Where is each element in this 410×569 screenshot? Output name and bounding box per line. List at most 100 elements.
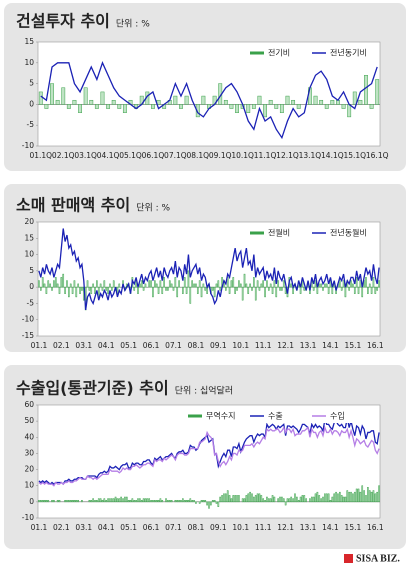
bar bbox=[352, 91, 357, 105]
bar bbox=[103, 498, 106, 503]
bar bbox=[297, 499, 300, 503]
bar bbox=[221, 495, 223, 503]
bar bbox=[151, 104, 155, 109]
bar bbox=[195, 283, 197, 288]
bar bbox=[290, 496, 293, 503]
bar bbox=[247, 493, 250, 503]
bar bbox=[49, 283, 51, 288]
bar bbox=[64, 499, 66, 503]
bar bbox=[90, 286, 93, 294]
bar bbox=[68, 286, 70, 298]
bar bbox=[364, 75, 368, 105]
bar bbox=[215, 283, 218, 288]
bar bbox=[92, 498, 94, 503]
bar bbox=[180, 499, 182, 503]
bar bbox=[191, 280, 193, 288]
bar bbox=[269, 498, 272, 503]
bar bbox=[358, 99, 363, 105]
bar bbox=[44, 104, 49, 109]
bar bbox=[322, 496, 324, 503]
bar bbox=[51, 286, 53, 291]
bar bbox=[268, 99, 273, 105]
bar bbox=[189, 286, 192, 304]
bar bbox=[359, 280, 362, 288]
bar bbox=[56, 283, 59, 288]
bar bbox=[288, 498, 291, 503]
bar bbox=[275, 286, 278, 298]
bar bbox=[368, 283, 371, 288]
bar bbox=[253, 277, 255, 288]
x-tick-label: 05.1Q bbox=[119, 151, 142, 160]
bar bbox=[327, 493, 330, 503]
bar bbox=[39, 499, 42, 503]
bar bbox=[86, 280, 89, 288]
bar bbox=[331, 286, 334, 294]
bar bbox=[320, 283, 322, 288]
bar bbox=[139, 283, 141, 288]
bar bbox=[363, 490, 365, 503]
bar bbox=[232, 495, 235, 503]
bar bbox=[325, 493, 328, 503]
bar bbox=[241, 286, 244, 301]
bar bbox=[43, 499, 46, 503]
bar bbox=[249, 283, 251, 288]
bar bbox=[73, 499, 76, 503]
bar bbox=[96, 280, 98, 288]
y-tick-label: -5 bbox=[27, 298, 35, 307]
legend-label: 전년동월비 bbox=[330, 228, 367, 238]
bar bbox=[333, 493, 336, 503]
y-tick-label: 20 bbox=[24, 217, 34, 226]
bar bbox=[251, 104, 256, 109]
bar bbox=[347, 104, 352, 118]
bar bbox=[38, 499, 40, 503]
bar bbox=[75, 499, 78, 503]
bar bbox=[243, 273, 246, 288]
bar bbox=[196, 286, 199, 294]
bar bbox=[357, 488, 360, 503]
bar bbox=[348, 286, 350, 291]
bar bbox=[353, 491, 356, 503]
bar bbox=[139, 498, 141, 503]
bar bbox=[81, 286, 83, 291]
bar bbox=[159, 498, 162, 503]
bar bbox=[165, 286, 167, 291]
bar bbox=[58, 286, 61, 294]
bar bbox=[340, 286, 343, 291]
y-tick-label: -5 bbox=[27, 120, 35, 129]
x-tick-label: 02.1 bbox=[53, 341, 70, 350]
bar bbox=[53, 499, 55, 503]
bar bbox=[88, 499, 91, 503]
bar bbox=[365, 277, 367, 288]
bar bbox=[193, 499, 195, 503]
bar bbox=[271, 286, 274, 294]
x-tick-label: 14.1 bbox=[322, 523, 339, 532]
bar bbox=[150, 499, 152, 503]
bar bbox=[111, 286, 113, 291]
bar bbox=[274, 104, 279, 109]
bar bbox=[146, 498, 149, 503]
bar bbox=[81, 499, 83, 503]
bar bbox=[236, 286, 238, 291]
bar bbox=[88, 286, 91, 291]
bar bbox=[374, 493, 377, 503]
x-tick-label: 08.1 bbox=[188, 523, 205, 532]
bar bbox=[339, 491, 341, 503]
bar bbox=[296, 496, 298, 503]
bar bbox=[299, 286, 302, 294]
bar bbox=[118, 283, 121, 288]
bar bbox=[187, 499, 190, 503]
legend-box bbox=[246, 226, 376, 240]
bar bbox=[361, 286, 364, 298]
x-tick-label: 16.1 bbox=[367, 523, 384, 532]
bar bbox=[352, 283, 354, 288]
bar bbox=[204, 286, 207, 291]
bar bbox=[105, 499, 108, 503]
y-tick-label: 15 bbox=[24, 37, 34, 46]
y-tick-label: 5 bbox=[29, 79, 34, 88]
bar bbox=[77, 499, 79, 503]
bar bbox=[258, 286, 261, 291]
bar bbox=[344, 496, 347, 503]
bar bbox=[303, 286, 306, 291]
x-tick-label: 14.1 bbox=[322, 341, 339, 350]
bar bbox=[148, 280, 151, 288]
